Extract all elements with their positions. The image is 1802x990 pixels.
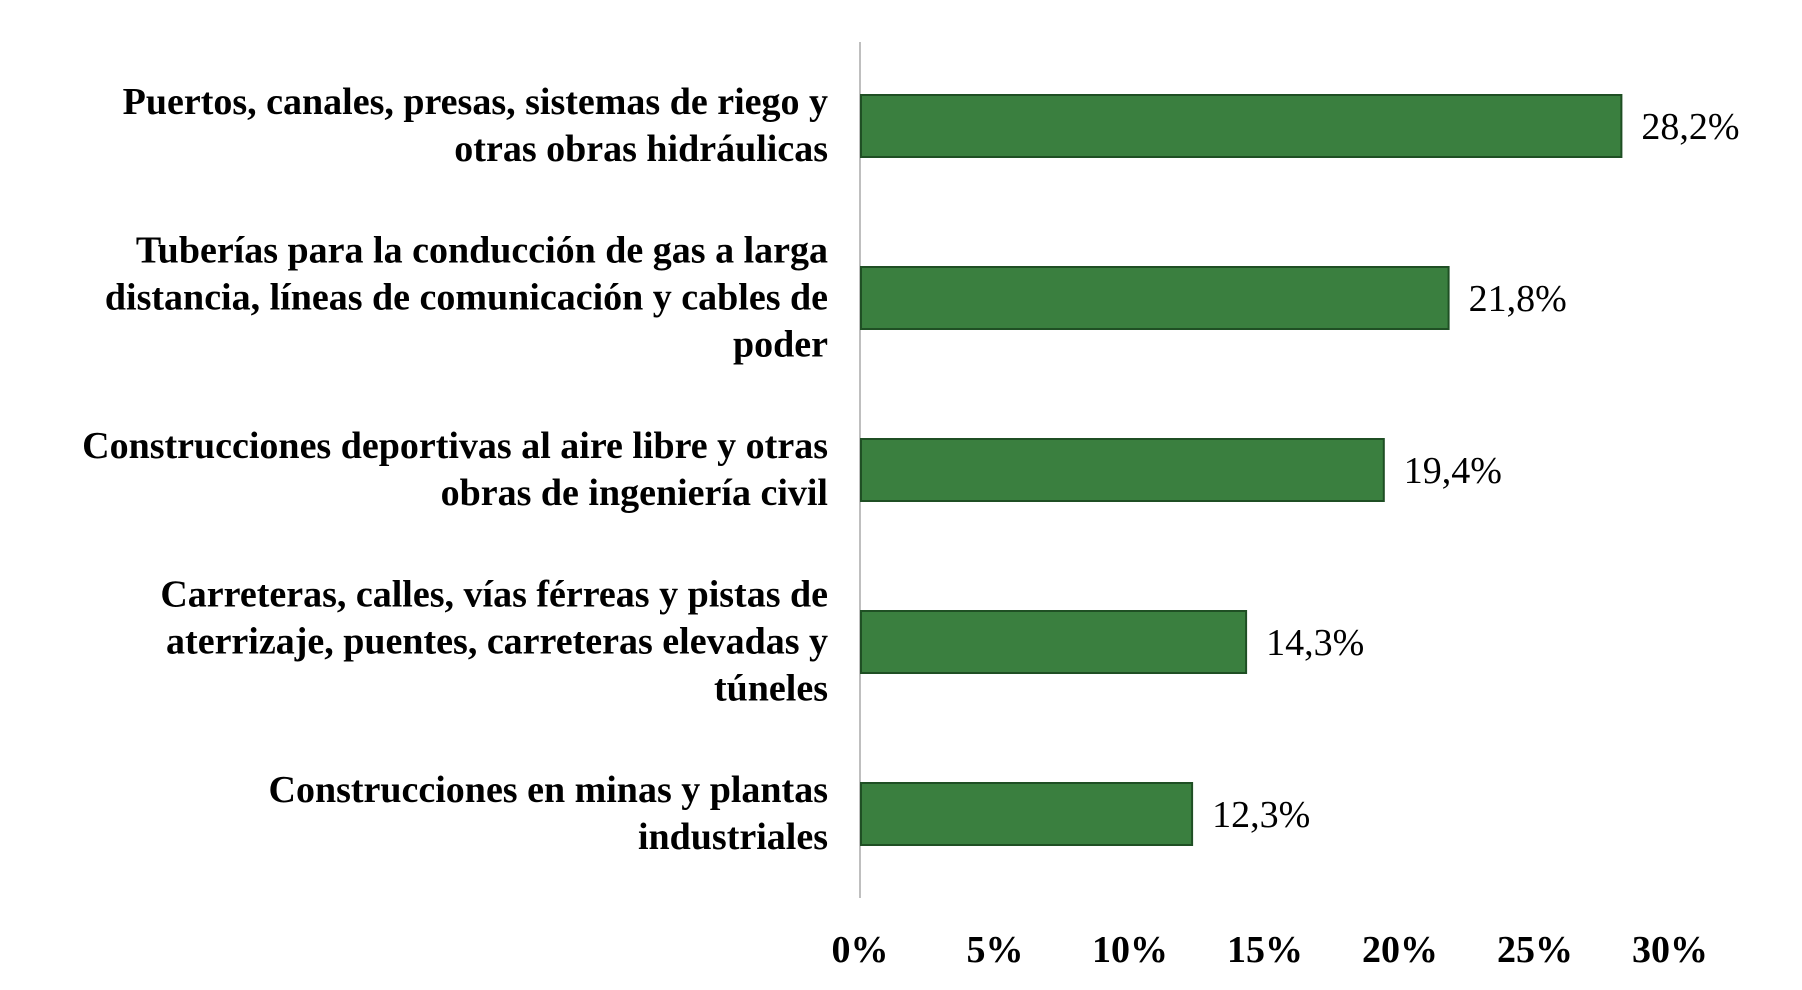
value-label-1: 28,2% bbox=[1641, 106, 1739, 148]
x-tick-label-25: 25% bbox=[1497, 929, 1573, 971]
x-tick-label-30: 30% bbox=[1632, 929, 1708, 971]
x-tick-label-15: 15% bbox=[1227, 929, 1303, 971]
category-label-4: Carreteras, calles, vías férreas y pista… bbox=[160, 573, 828, 710]
value-label-3: 19,4% bbox=[1404, 450, 1502, 492]
bar-3 bbox=[860, 438, 1385, 502]
value-label-5: 12,3% bbox=[1212, 794, 1310, 836]
category-label-2: Tuberías para la conducción de gas a lar… bbox=[104, 229, 828, 366]
value-label-4: 14,3% bbox=[1266, 622, 1364, 664]
x-tick-label-0: 0% bbox=[832, 929, 889, 971]
x-tick-label-20: 20% bbox=[1362, 929, 1438, 971]
value-label-2: 21,8% bbox=[1469, 278, 1567, 320]
category-label-1: Puertos, canales, presas, sistemas de ri… bbox=[122, 81, 828, 170]
category-label-3: Construcciones deportivas al aire libre … bbox=[82, 425, 828, 514]
bar-5 bbox=[860, 782, 1194, 846]
x-tick-label-5: 5% bbox=[967, 929, 1024, 971]
bar-2 bbox=[860, 266, 1450, 330]
bar-4 bbox=[860, 610, 1248, 674]
bar-1 bbox=[860, 94, 1623, 158]
x-tick-label-10: 10% bbox=[1092, 929, 1168, 971]
category-label-5: Construcciones en minas y plantas indust… bbox=[268, 769, 829, 858]
